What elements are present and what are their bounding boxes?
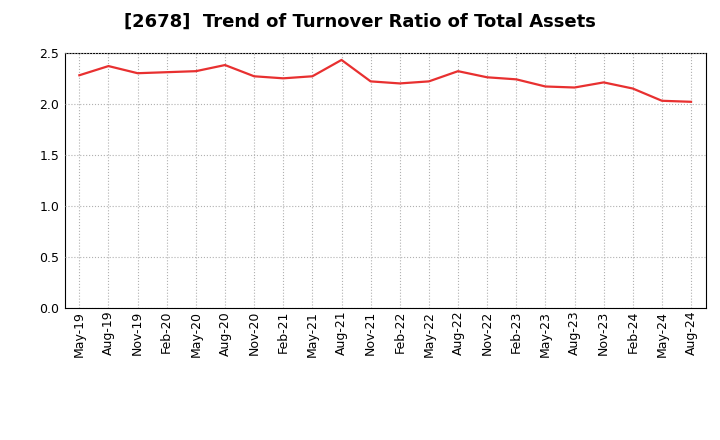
Text: [2678]  Trend of Turnover Ratio of Total Assets: [2678] Trend of Turnover Ratio of Total … <box>124 13 596 31</box>
